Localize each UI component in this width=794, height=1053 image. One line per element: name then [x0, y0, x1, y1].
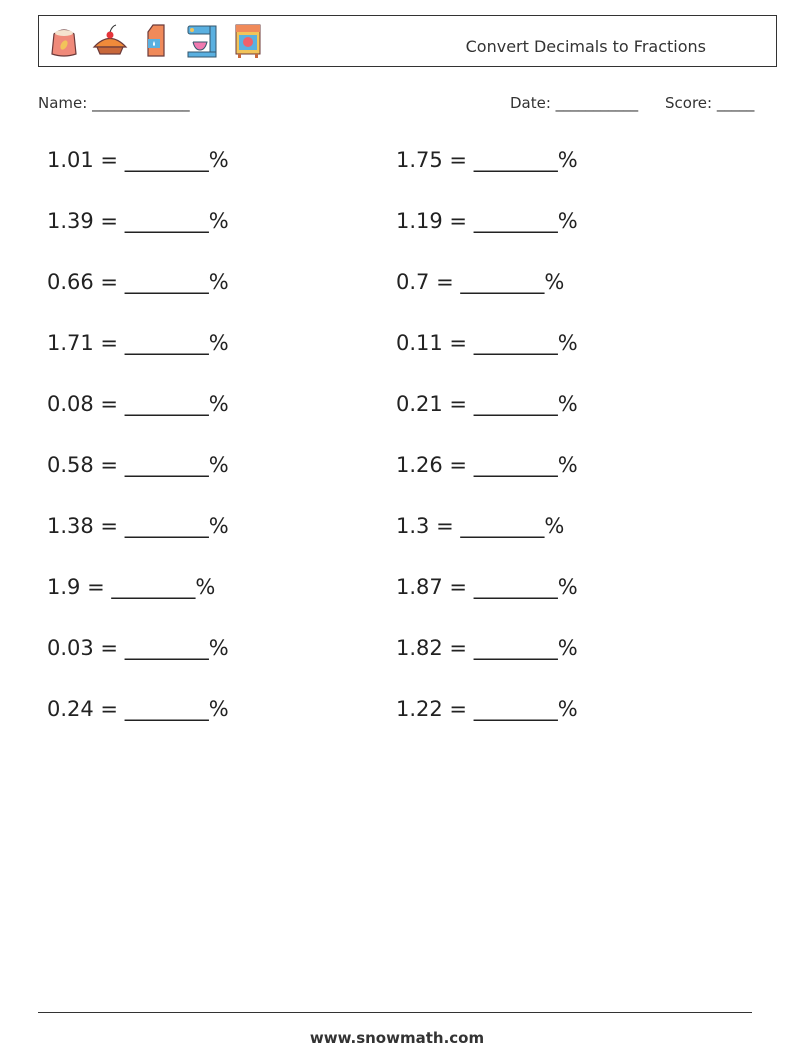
problem-left-7[interactable]: 1.38 = ________% — [47, 514, 229, 538]
problem-right-4[interactable]: 0.11 = ________% — [396, 331, 578, 355]
problem-right-3[interactable]: 0.7 = ________% — [396, 270, 565, 294]
footer-divider — [38, 1012, 752, 1013]
problem-right-6[interactable]: 1.26 = ________% — [396, 453, 578, 477]
stand-mixer-icon — [187, 25, 217, 58]
problem-right-10[interactable]: 1.22 = ________% — [396, 697, 578, 721]
problem-right-8[interactable]: 1.87 = ________% — [396, 575, 578, 599]
problem-left-5[interactable]: 0.08 = ________% — [47, 392, 229, 416]
problem-left-6[interactable]: 0.58 = ________% — [47, 453, 229, 477]
flour-sack-icon — [51, 29, 77, 57]
name-field[interactable]: Name: _____________ — [38, 94, 190, 112]
problem-left-1[interactable]: 1.01 = ________% — [47, 148, 229, 172]
worksheet-title: Convert Decimals to Fractions — [465, 37, 706, 56]
milk-carton-icon — [147, 24, 165, 57]
date-field[interactable]: Date: ___________ — [510, 94, 639, 112]
problem-left-3[interactable]: 0.66 = ________% — [47, 270, 229, 294]
problem-left-4[interactable]: 1.71 = ________% — [47, 331, 229, 355]
problem-right-7[interactable]: 1.3 = ________% — [396, 514, 565, 538]
header-box: Convert Decimals to Fractions — [38, 15, 777, 67]
pie-icon — [92, 24, 128, 55]
score-field[interactable]: Score: _____ — [665, 94, 755, 112]
problem-left-9[interactable]: 0.03 = ________% — [47, 636, 229, 660]
problem-right-2[interactable]: 1.19 = ________% — [396, 209, 578, 233]
problem-left-10[interactable]: 0.24 = ________% — [47, 697, 229, 721]
problem-left-2[interactable]: 1.39 = ________% — [47, 209, 229, 233]
oven-icon — [235, 24, 261, 58]
problem-right-9[interactable]: 1.82 = ________% — [396, 636, 578, 660]
problem-right-5[interactable]: 0.21 = ________% — [396, 392, 578, 416]
problem-right-1[interactable]: 1.75 = ________% — [396, 148, 578, 172]
problem-left-8[interactable]: 1.9 = ________% — [47, 575, 216, 599]
footer-url: www.snowmath.com — [309, 1029, 485, 1047]
icon-row — [45, 22, 267, 60]
